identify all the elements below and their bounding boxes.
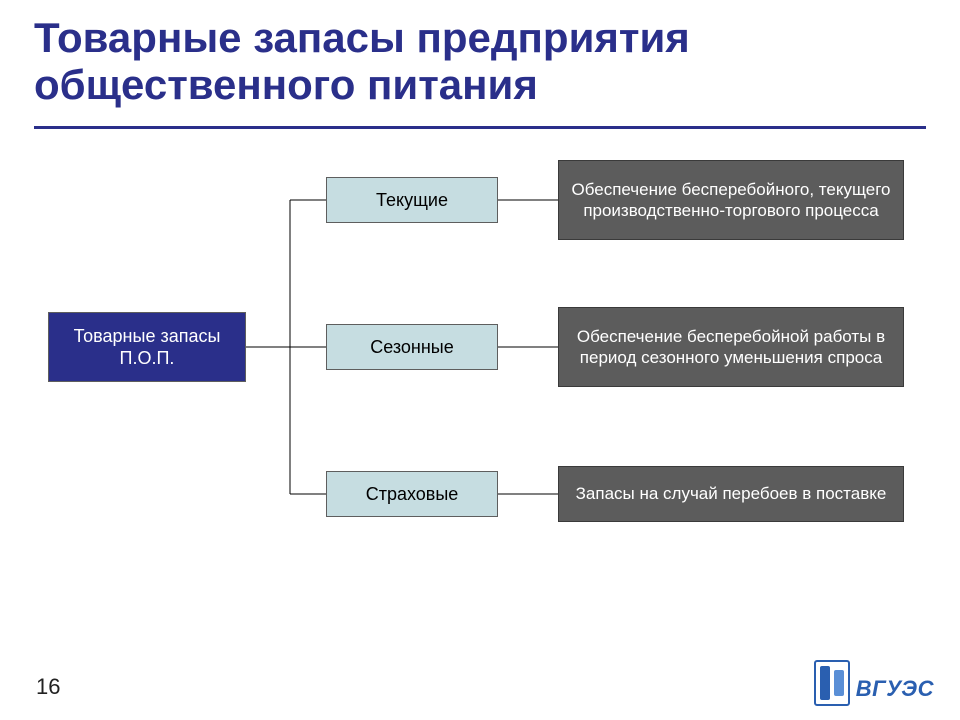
category-label: Страховые <box>366 484 459 505</box>
footer-logo: ВГУЭС <box>814 660 934 706</box>
root-node: Товарные запасы П.О.П. <box>48 312 246 382</box>
category-label: Текущие <box>376 190 448 211</box>
logo-text: ВГУЭС <box>856 676 934 706</box>
category-label: Сезонные <box>370 337 454 358</box>
category-node-current: Текущие <box>326 177 498 223</box>
logo-mark-icon <box>814 660 850 706</box>
description-label: Запасы на случай перебоев в поставке <box>576 483 887 504</box>
root-node-label: Товарные запасы П.О.П. <box>59 325 235 370</box>
slide: Товарные запасы предприятия общественног… <box>0 0 960 720</box>
page-number: 16 <box>36 674 60 700</box>
description-label: Обеспечение бесперебойного, текущего про… <box>569 179 893 222</box>
description-node-current: Обеспечение бесперебойного, текущего про… <box>558 160 904 240</box>
description-node-insurance: Запасы на случай перебоев в поставке <box>558 466 904 522</box>
category-node-insurance: Страховые <box>326 471 498 517</box>
description-label: Обеспечение бесперебойной работы в перио… <box>569 326 893 369</box>
category-node-seasonal: Сезонные <box>326 324 498 370</box>
description-node-seasonal: Обеспечение бесперебойной работы в перио… <box>558 307 904 387</box>
